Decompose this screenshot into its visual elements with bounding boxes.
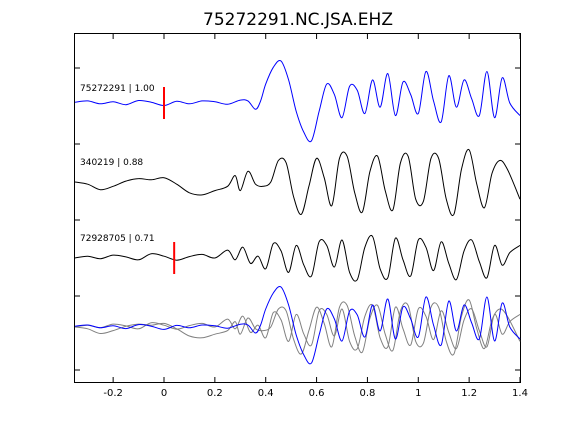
overlay-line xyxy=(74,286,521,365)
x-tick-label: 1.2 xyxy=(461,388,477,399)
x-tick-label: 0.2 xyxy=(207,388,223,399)
trace-line xyxy=(74,235,521,282)
plot-frame xyxy=(74,33,521,383)
trace-line xyxy=(74,148,521,216)
x-tick-label: 0.8 xyxy=(359,388,375,399)
trace-label: 75272291 | 1.00 xyxy=(80,84,155,94)
trace-labels: 75272291 | 1.00 340219 | 0.88 72928705 | 0… xyxy=(80,84,155,244)
x-tick-label: 0.6 xyxy=(309,388,325,399)
trace-label: 340219 | 0.88 xyxy=(80,158,143,168)
chart-title: 75272291.NC.JSA.EHZ xyxy=(203,10,393,30)
x-tick-label: 0.4 xyxy=(258,388,274,399)
trace-line xyxy=(74,60,521,143)
x-tick-label: 0 xyxy=(161,388,167,399)
x-tick-label: 1.4 xyxy=(512,388,528,399)
overlay-line xyxy=(74,299,521,356)
x-tick-label: 1 xyxy=(415,388,421,399)
trace-group xyxy=(74,60,521,365)
x-tick-label: -0.2 xyxy=(103,388,123,399)
overlay-line xyxy=(74,304,521,351)
trace-label: 72928705 | 0.71 xyxy=(80,234,155,244)
axis-ticks: -0.2 0 0.2 0.4 0.6 0.8 1 1.2 1.4 xyxy=(75,34,528,399)
